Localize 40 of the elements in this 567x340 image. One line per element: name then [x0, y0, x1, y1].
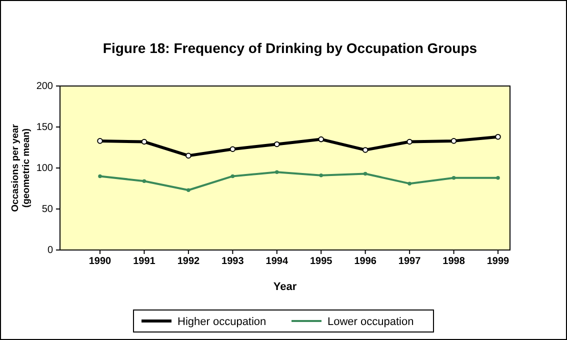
y-axis-title: Occasions per year (geometric mean)	[10, 124, 32, 212]
point	[495, 134, 501, 140]
point	[186, 188, 190, 192]
y-tick-label: 100	[36, 163, 54, 174]
point	[362, 147, 368, 153]
point	[141, 138, 148, 145]
point	[142, 179, 146, 183]
x-tick-label: 1994	[266, 256, 288, 268]
point	[186, 152, 192, 159]
x-tick-label: 1991	[133, 256, 156, 268]
y-tick-label: 200	[36, 81, 54, 92]
point	[450, 138, 457, 144]
point	[363, 172, 368, 176]
x-tick-label: 1992	[177, 256, 200, 268]
point	[406, 138, 412, 145]
x-axis-title: Year	[273, 281, 298, 293]
x-tick-label: 1995	[310, 256, 333, 268]
y-tick-label: 0	[47, 245, 54, 256]
x-tick-label: 1999	[486, 256, 510, 268]
legend-label: Higher occupation	[178, 316, 266, 328]
chart-title: Figure 18: Frequency of Drinking by Occupation Groups	[102, 40, 478, 56]
x-tick-label: 1993	[222, 256, 244, 268]
x-tick-label: 1996	[354, 256, 377, 268]
y-tick-label: 50	[42, 204, 54, 216]
point	[230, 174, 235, 178]
x-tick-label: 1990	[88, 256, 112, 268]
point	[496, 176, 500, 180]
point	[452, 176, 456, 180]
x-tick-label: 1997	[398, 256, 422, 268]
point	[97, 138, 103, 144]
legend-label: Lower occupation	[328, 316, 414, 328]
point	[230, 146, 236, 152]
point	[319, 174, 323, 178]
x-tick-label: 1998	[442, 256, 466, 268]
point	[275, 170, 279, 174]
point	[98, 174, 102, 178]
point	[408, 182, 412, 186]
point	[274, 141, 280, 148]
point	[318, 136, 324, 142]
y-tick-label: 150	[36, 122, 54, 134]
